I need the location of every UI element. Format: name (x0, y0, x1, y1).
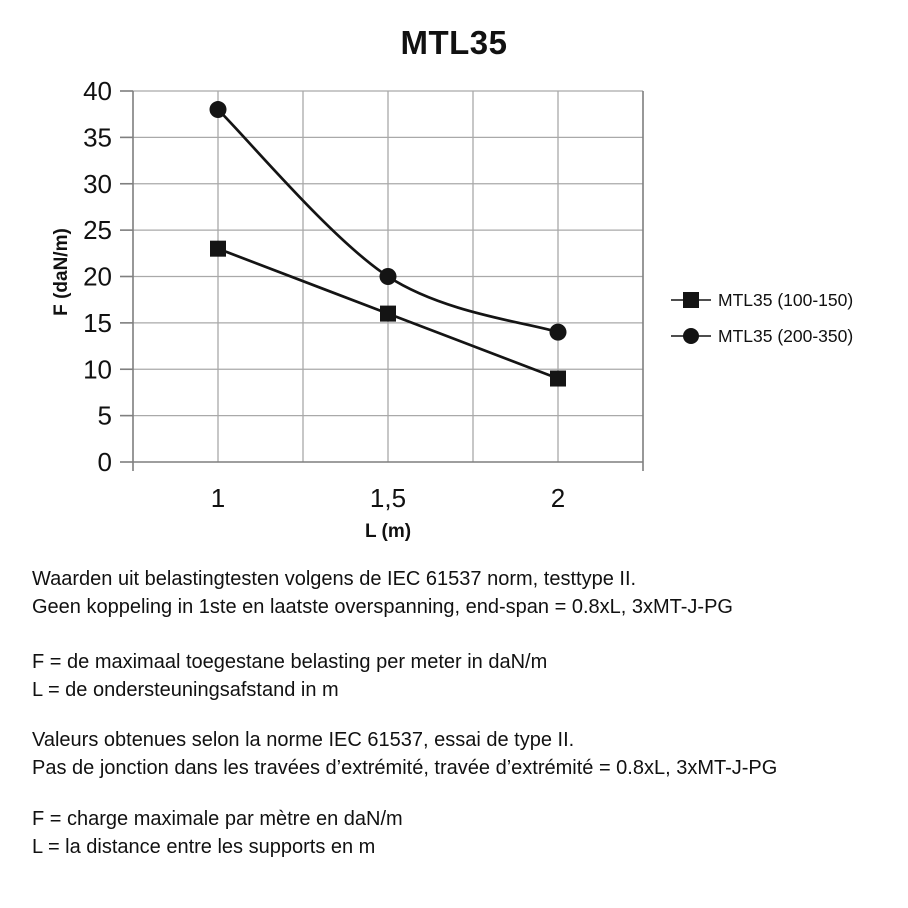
y-tick-label: 10 (83, 354, 112, 384)
chart-title: MTL35 (400, 24, 508, 61)
x-tick-label: 1,5 (370, 483, 406, 513)
legend-marker-circle (683, 328, 699, 344)
y-axis-title: F (daN/m) (51, 228, 72, 316)
y-tick-label: 25 (83, 215, 112, 245)
x-axis-title: L (m) (364, 521, 412, 542)
chart-plot: 0 5 10 15 20 25 30 35 40 1 1,5 2 MTL35 (100-150) MTL3… (83, 76, 853, 513)
legend-label: MTL35 (100-150) (718, 290, 853, 310)
y-tick-label: 40 (83, 76, 112, 106)
y-tick-label: 35 (83, 122, 112, 152)
legend-label: MTL35 (200-350) (718, 326, 853, 346)
note-line: Valeurs obtenues selon la norme IEC 6153… (32, 729, 575, 751)
x-tick-label: 2 (551, 483, 565, 513)
note-line: L = la distance entre les supports en m (32, 836, 376, 858)
series-marker-square (380, 305, 396, 322)
y-tick-label: 5 (98, 401, 112, 431)
x-tick-label: 1 (211, 483, 225, 513)
legend-marker-square (683, 292, 699, 308)
note-line: Waarden uit belastingtesten volgens de I… (32, 568, 637, 590)
y-tick-label: 30 (83, 169, 112, 199)
series-marker-square (210, 240, 226, 257)
note-line: L = de ondersteuningsafstand in m (32, 679, 339, 701)
y-tick-label: 20 (83, 262, 112, 292)
note-fr-defs: F = charge maximale par mètre en daN/m L… (32, 805, 403, 861)
note-line: F = de maximaal toegestane belasting per… (32, 651, 548, 673)
note-nl-defs: F = de maximaal toegestane belasting per… (32, 648, 547, 704)
series-marker-circle (549, 323, 567, 341)
note-line: Pas de jonction dans les travées d’extré… (32, 757, 778, 779)
y-tick-label: 15 (83, 308, 112, 338)
note-line: F = charge maximale par mètre en daN/m (32, 808, 403, 830)
note-nl-test: Waarden uit belastingtesten volgens de I… (32, 565, 733, 621)
note-line: Geen koppeling in 1ste en laatste oversp… (32, 596, 733, 618)
note-fr-test: Valeurs obtenues selon la norme IEC 6153… (32, 726, 777, 782)
series-marker-circle (209, 101, 227, 119)
series-marker-square (550, 370, 566, 387)
y-tick-label: 0 (98, 447, 112, 477)
series-marker-circle (379, 268, 397, 285)
